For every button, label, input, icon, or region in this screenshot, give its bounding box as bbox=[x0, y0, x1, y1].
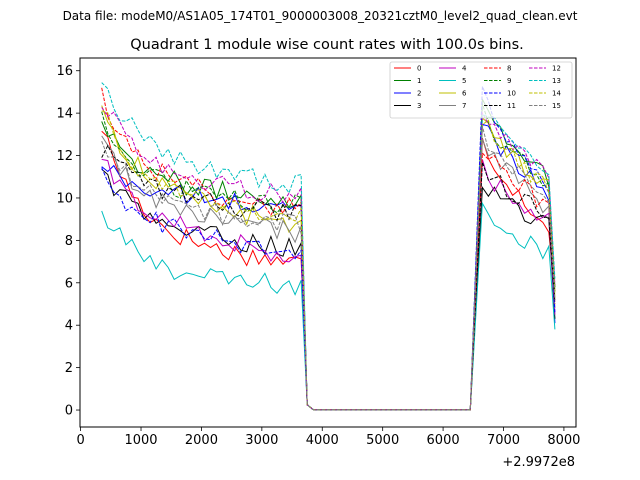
y-tick-label: 12 bbox=[56, 149, 73, 164]
legend-label-10: 10 bbox=[507, 90, 516, 98]
x-tick-label: 0 bbox=[76, 433, 84, 448]
y-tick-label: 2 bbox=[65, 361, 73, 376]
series-line-14 bbox=[101, 110, 556, 411]
legend-label-8: 8 bbox=[507, 65, 511, 73]
series-layer bbox=[101, 82, 556, 411]
legend-label-4: 4 bbox=[462, 65, 467, 73]
x-tick-label: 8000 bbox=[547, 433, 580, 448]
axes-frame bbox=[79, 57, 577, 428]
legend-label-15: 15 bbox=[552, 102, 561, 110]
legend-label-9: 9 bbox=[507, 77, 511, 85]
data-file-label: Data file: modeM0/AS1A05_174T01_90000030… bbox=[63, 9, 578, 23]
x-tick-label: 6000 bbox=[427, 433, 460, 448]
y-tick-label: 14 bbox=[56, 107, 73, 122]
legend-label-1: 1 bbox=[417, 77, 421, 85]
legend-label-11: 11 bbox=[507, 102, 516, 110]
x-tick-label: 5000 bbox=[366, 433, 399, 448]
x-offset-label: +2.9972e8 bbox=[502, 455, 575, 470]
y-tick-label: 6 bbox=[65, 276, 73, 291]
legend-label-0: 0 bbox=[417, 65, 421, 73]
x-tick-label: 4000 bbox=[306, 433, 339, 448]
y-tick-label: 4 bbox=[65, 319, 73, 334]
legend-label-2: 2 bbox=[417, 90, 421, 98]
chart-title: Quadrant 1 module wise count rates with … bbox=[130, 37, 524, 53]
x-tick-label: 3000 bbox=[245, 433, 278, 448]
legend-label-6: 6 bbox=[462, 90, 467, 98]
legend-label-7: 7 bbox=[462, 102, 466, 110]
x-axis: 0 1000 2000 3000 4000 5000 6000 7000 8000 bbox=[76, 427, 580, 448]
y-axis: 0 2 4 6 8 10 12 14 16 bbox=[56, 64, 80, 419]
x-tick-label: 1000 bbox=[124, 433, 157, 448]
y-tick-label: 10 bbox=[56, 191, 73, 206]
y-tick-label: 16 bbox=[56, 64, 73, 79]
legend-frame bbox=[389, 61, 573, 119]
legend-label-5: 5 bbox=[462, 77, 466, 85]
legend-label-3: 3 bbox=[417, 102, 421, 110]
y-tick-label: 0 bbox=[65, 404, 73, 419]
axes-background bbox=[80, 58, 576, 427]
x-tick-label: 7000 bbox=[487, 433, 520, 448]
legend-label-14: 14 bbox=[552, 90, 561, 98]
series-line-15 bbox=[101, 126, 556, 411]
x-tick-label: 2000 bbox=[185, 433, 218, 448]
y-tick-label: 8 bbox=[65, 234, 73, 249]
plot-area: 0 1000 2000 3000 4000 5000 6000 7000 8000 0 2 4 6 8 1… bbox=[56, 57, 580, 470]
legend-label-12: 12 bbox=[552, 65, 561, 73]
legend-label-13: 13 bbox=[552, 77, 561, 85]
